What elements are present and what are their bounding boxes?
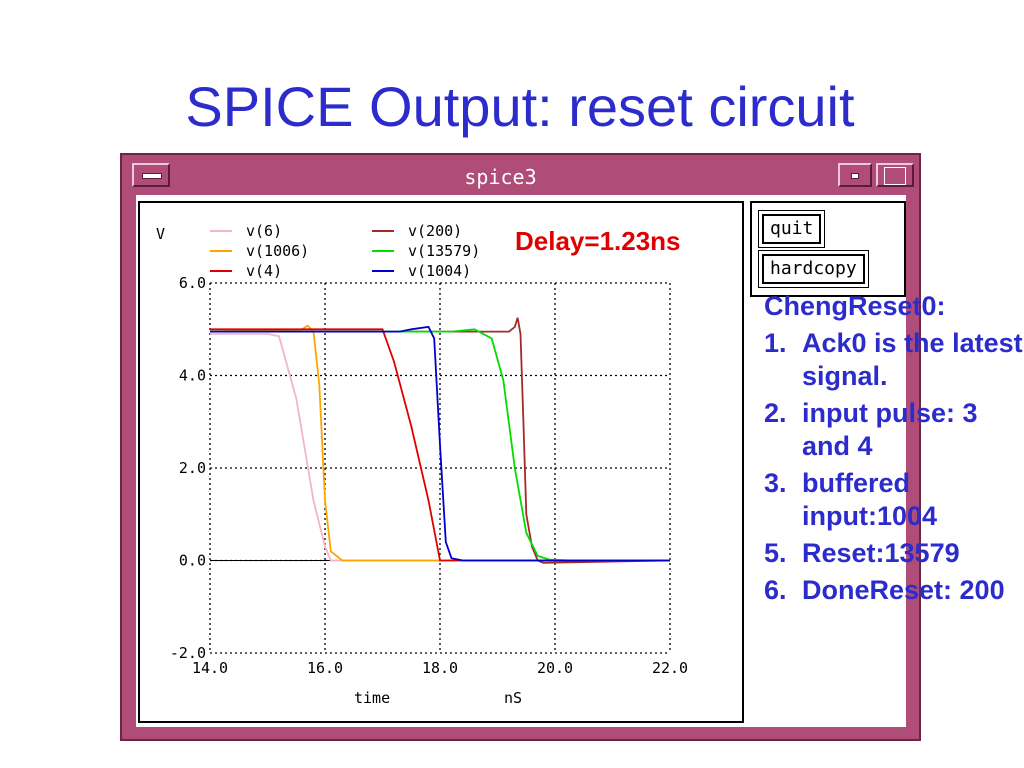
- notes-item-text: DoneReset: 200: [802, 575, 1005, 605]
- plot-area: v(6) v(1006) v(4) v(200) v(13579) v(1004) 14.…: [138, 201, 744, 723]
- x-tick-label: 20.0: [537, 659, 573, 677]
- notes-item-number: 3.: [764, 468, 787, 498]
- notes-item: 2. input pulse: 3 and 4: [764, 397, 1024, 463]
- series-line-v1006: [209, 324, 670, 562]
- series-line-v4: [210, 328, 670, 562]
- maximize-button[interactable]: [876, 163, 914, 187]
- notes-item: 1. Ack0 is the latest signal.: [764, 327, 1024, 393]
- legend-label: v(4): [246, 262, 282, 280]
- slide-title: SPICE Output: reset circuit: [185, 75, 855, 138]
- notes-item-text: Reset:13579: [802, 538, 960, 568]
- hardcopy-button[interactable]: hardcopy: [758, 250, 869, 288]
- plot-legend: v(6) v(1006) v(4) v(200) v(13579) v(1004): [210, 222, 480, 280]
- notes-item-text: input pulse: 3 and 4: [802, 398, 978, 461]
- notes-item-text: buffered input:1004: [802, 468, 938, 531]
- plot-ticks: 14.0 16.0 18.0 20.0 22.0 6.0 4.0 2.0 0.0 -2.0: [170, 274, 688, 677]
- y-tick-label: 6.0: [179, 274, 206, 292]
- quit-button[interactable]: quit: [757, 210, 826, 248]
- notes-heading: ChengReset0:: [764, 291, 946, 321]
- y-tick-label: 4.0: [179, 367, 206, 385]
- x-axis-label: time: [354, 689, 390, 707]
- x-axis-unit: nS: [504, 689, 522, 707]
- series-line-v1004: [210, 325, 670, 562]
- legend-label: v(1006): [246, 242, 309, 260]
- notes-item-number: 2.: [764, 398, 787, 428]
- notes-panel: ChengReset0: 1. Ack0 is the latest signa…: [764, 290, 1024, 611]
- x-tick-label: 14.0: [192, 659, 228, 677]
- y-tick-label: 2.0: [179, 459, 206, 477]
- minimize-button[interactable]: [838, 163, 872, 187]
- spice3-window: spice3 v(6) v(1006) v(4) v(200) v(13579) v(10…: [120, 153, 921, 741]
- notes-item: 5. Reset:13579: [764, 537, 1024, 570]
- x-tick-label: 18.0: [422, 659, 458, 677]
- window-title: spice3: [464, 165, 537, 189]
- y-tick-label: -2.0: [170, 644, 206, 662]
- notes-item: 3. buffered input:1004: [764, 467, 1024, 533]
- notes-item: 6. DoneReset: 200: [764, 574, 1024, 607]
- notes-item-text: Ack0 is the latest signal.: [802, 328, 1023, 391]
- legend-label: v(200): [408, 222, 462, 240]
- control-panel: quit hardcopy: [750, 201, 906, 297]
- y-tick-label: 0.0: [179, 552, 206, 570]
- y-axis-label: V: [156, 225, 165, 243]
- legend-label: v(6): [246, 222, 282, 240]
- notes-item-number: 5.: [764, 538, 787, 568]
- waveform-plot: v(6) v(1006) v(4) v(200) v(13579) v(1004) 14.…: [156, 222, 688, 707]
- series-line-v13579: [210, 328, 573, 562]
- x-tick-label: 16.0: [307, 659, 343, 677]
- window-client-area: v(6) v(1006) v(4) v(200) v(13579) v(1004) 14.…: [136, 195, 906, 727]
- x-tick-label: 22.0: [652, 659, 688, 677]
- legend-label: v(13579): [408, 242, 480, 260]
- legend-label: v(1004): [408, 262, 471, 280]
- window-menu-button[interactable]: [132, 163, 170, 187]
- window-titlebar[interactable]: spice3: [122, 155, 919, 195]
- notes-item-number: 6.: [764, 575, 787, 605]
- delay-annotation: Delay=1.23ns: [515, 226, 681, 256]
- plot-series: [209, 317, 671, 564]
- notes-item-number: 1.: [764, 328, 787, 358]
- series-line-v6: [210, 332, 670, 562]
